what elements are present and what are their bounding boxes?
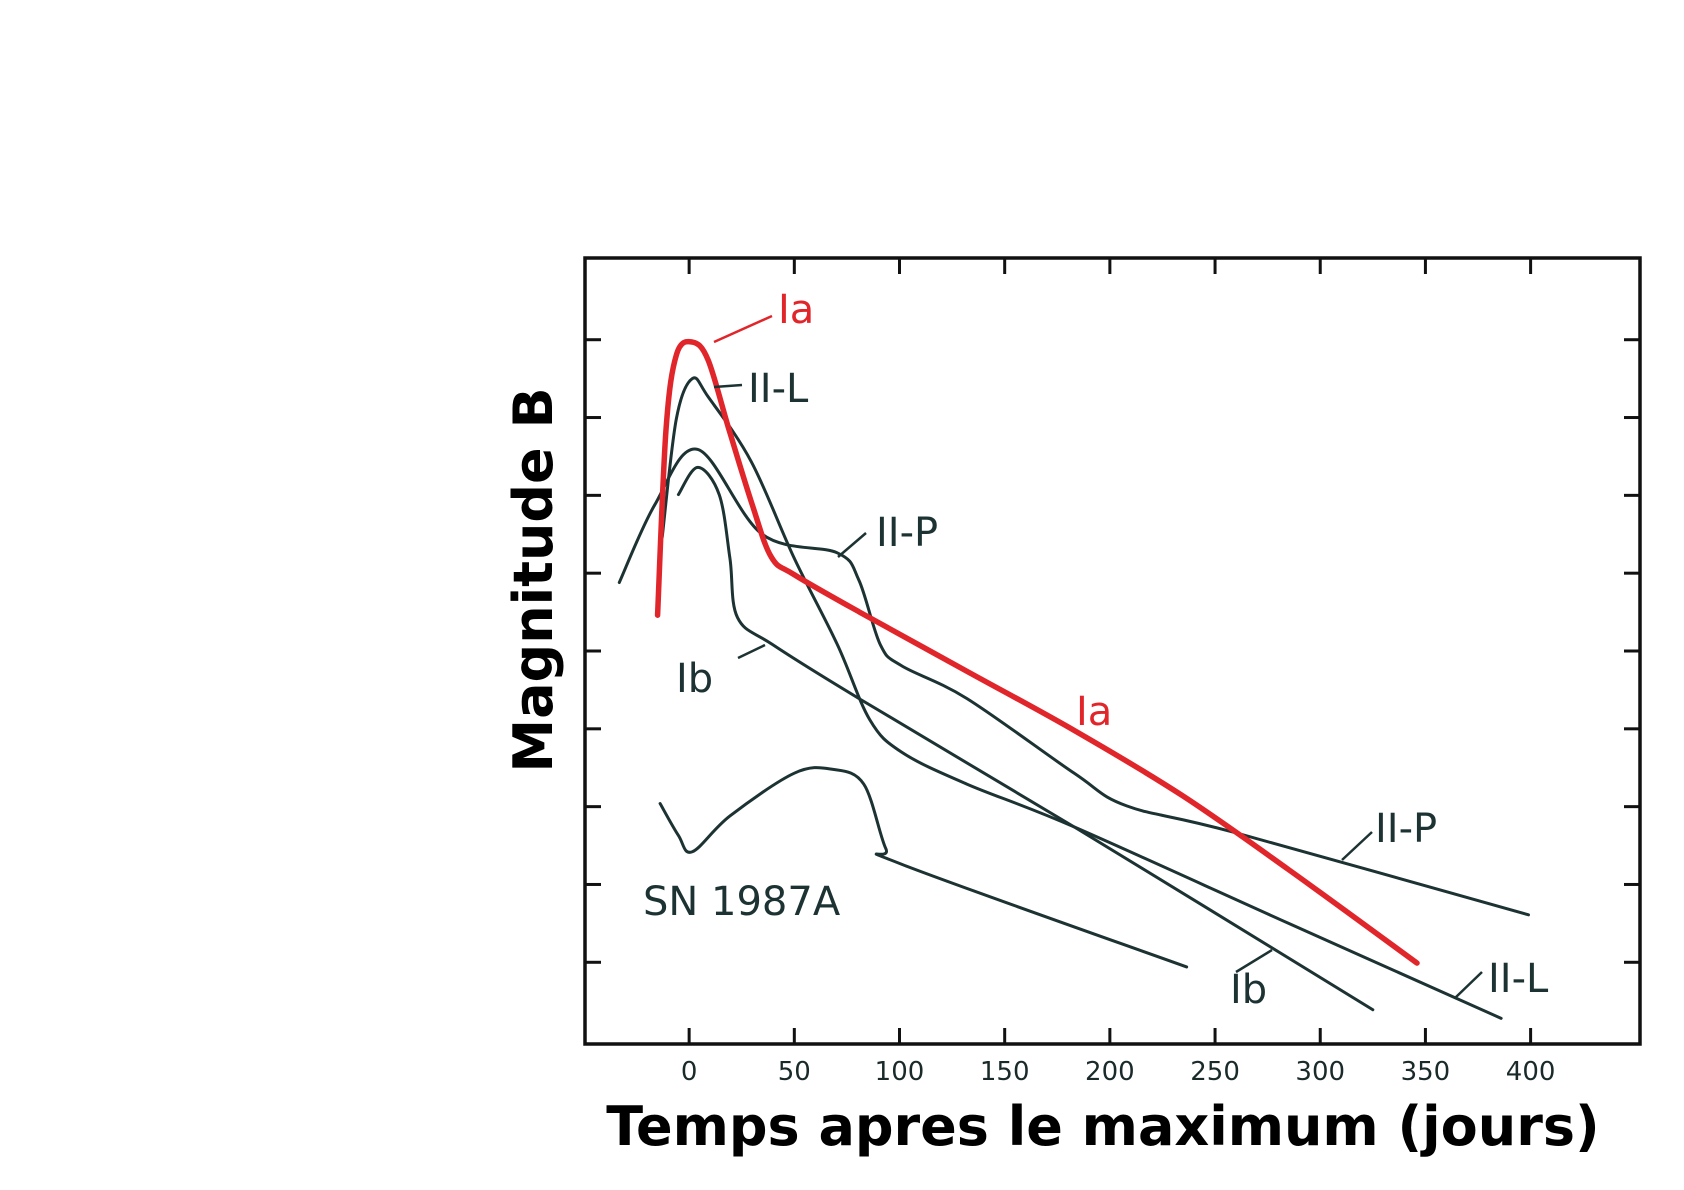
x-tick-label: 400 [1506, 1057, 1556, 1087]
curve-label-ib-end: Ib [1230, 967, 1267, 1013]
series-line-ib [676, 465, 1375, 1012]
curves [617, 338, 1530, 1020]
x-tick-label: 200 [1085, 1057, 1135, 1087]
curve-label-iil-end: II-L [1488, 956, 1549, 1002]
leader-line [737, 643, 766, 660]
curve-label-ib-top: Ib [676, 656, 713, 702]
leader-line [837, 532, 867, 558]
curve-label-iip-top: II-P [876, 510, 938, 556]
ticks: 0 50 100 150 200 250 300 350 400 [585, 258, 1640, 1087]
x-tick-label: 350 [1401, 1057, 1451, 1087]
plot-frame [583, 256, 1642, 1046]
series-line-ii-l [660, 376, 1503, 1020]
leader-line [713, 314, 773, 344]
leader-line [1454, 971, 1483, 999]
curve-label-sn-label: SN 1987A [643, 879, 841, 925]
x-tick-label: 100 [875, 1057, 925, 1087]
curve-labels: Ia II-L II-P Ib Ia II-P Ib II-L SN 1987A [643, 287, 1549, 1013]
curve-label-ia-top: Ia [778, 287, 814, 333]
x-tick-label: 0 [681, 1057, 698, 1087]
series-line-ia [654, 338, 1420, 966]
x-tick-label: 250 [1190, 1057, 1240, 1087]
leader-line [1235, 948, 1273, 974]
y-axis-title: Magnitude B [502, 387, 565, 772]
leader-line [713, 383, 743, 389]
curve-label-ia-mid: Ia [1076, 689, 1112, 735]
x-tick-label: 150 [980, 1057, 1030, 1087]
series-line-sn-1987a [658, 766, 1189, 969]
x-tick-label: 300 [1295, 1057, 1345, 1087]
series-line-ii-p [617, 447, 1530, 917]
leader-line [1341, 831, 1373, 861]
curve-label-iil-top: II-L [748, 366, 809, 412]
curve-label-iip-end: II-P [1375, 806, 1437, 852]
x-tick-label: 50 [778, 1057, 811, 1087]
x-axis-title: Temps apres le maximum (jours) [606, 1095, 1599, 1158]
